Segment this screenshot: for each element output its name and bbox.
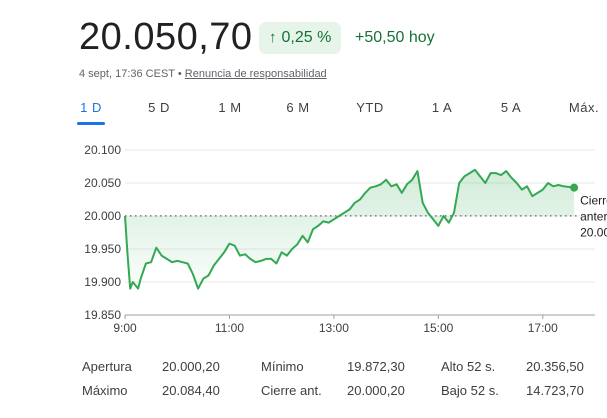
change-percent-value: 0,25 % (281, 29, 332, 46)
area-fill (125, 169, 575, 289)
current-price: 20.050,70 (79, 16, 253, 58)
x-tick-label: 11:00 (215, 321, 244, 335)
range-tabs: 1 D 5 D 1 M 6 M YTD 1 A 5 A Máx. (64, 95, 607, 125)
stat-value-cierre-ant: 20.000,20 (347, 383, 405, 398)
change-percent-badge: ↑ 0,25 % (259, 22, 342, 54)
y-tick-label: 20.000 (84, 209, 121, 223)
x-tick-label: 9:00 (113, 321, 137, 335)
stat-value-bajo-52: 14.723,70 (526, 383, 584, 398)
price-line (124, 168, 575, 290)
stat-value-alto-52: 20.356,50 (526, 359, 584, 374)
previous-close-label: 20.000,20 (580, 226, 607, 240)
last-price-dot (570, 183, 579, 192)
x-tick-label: 13:00 (319, 321, 349, 335)
key-stats: Apertura 20.000,20 Mínimo 19.872,30 Alto… (82, 358, 607, 418)
disclaimer-link[interactable]: Renuncia de responsabilidad (184, 68, 327, 80)
previous-close-label: anterior (580, 210, 607, 224)
tab-5d[interactable]: 5 D (148, 100, 170, 115)
previous-close-label: Cierre (580, 194, 607, 208)
stat-value-minimo: 19.872,30 (347, 359, 405, 374)
tab-1m[interactable]: 1 M (218, 100, 242, 115)
tab-max[interactable]: Máx. (568, 100, 600, 115)
stat-label-cierre-ant: Cierre ant. (261, 383, 322, 398)
quote-timestamp: 4 sept, 17:36 CEST (79, 68, 175, 80)
x-tick-label: 17:00 (528, 321, 558, 335)
stat-label-apertura: Apertura (82, 359, 132, 374)
tab-ytd[interactable]: YTD (356, 100, 384, 115)
tab-5a[interactable]: 5 A (500, 100, 522, 115)
y-tick-label: 20.100 (84, 143, 121, 157)
y-tick-label: 19.850 (84, 308, 121, 322)
stat-label-bajo-52: Bajo 52 s. (441, 383, 499, 398)
stat-label-maximo: Máximo (82, 383, 128, 398)
arrow-up-icon: ↑ (269, 29, 277, 46)
y-tick-label: 20.050 (84, 176, 121, 190)
intraday-chart[interactable]: 20.100 20.050 20.000 19.950 19.900 19.8509:00… (0, 138, 607, 338)
change-absolute: +50,50 hoy (355, 29, 435, 46)
stat-value-maximo: 20.084,40 (162, 383, 220, 398)
stat-value-apertura: 20.000,20 (162, 359, 220, 374)
tab-6m[interactable]: 6 M (286, 100, 310, 115)
tab-1a[interactable]: 1 A (431, 100, 453, 115)
stat-label-alto-52: Alto 52 s. (441, 359, 496, 374)
tab-1d[interactable]: 1 D (77, 95, 105, 125)
stat-label-minimo: Mínimo (261, 359, 304, 374)
x-tick-label: 15:00 (423, 321, 453, 335)
meta-separator: • (177, 68, 182, 80)
quote-meta: 4 sept, 17:36 CEST • Renuncia de respons… (79, 67, 327, 81)
y-tick-label: 19.950 (84, 242, 121, 256)
y-tick-label: 19.900 (84, 275, 121, 289)
